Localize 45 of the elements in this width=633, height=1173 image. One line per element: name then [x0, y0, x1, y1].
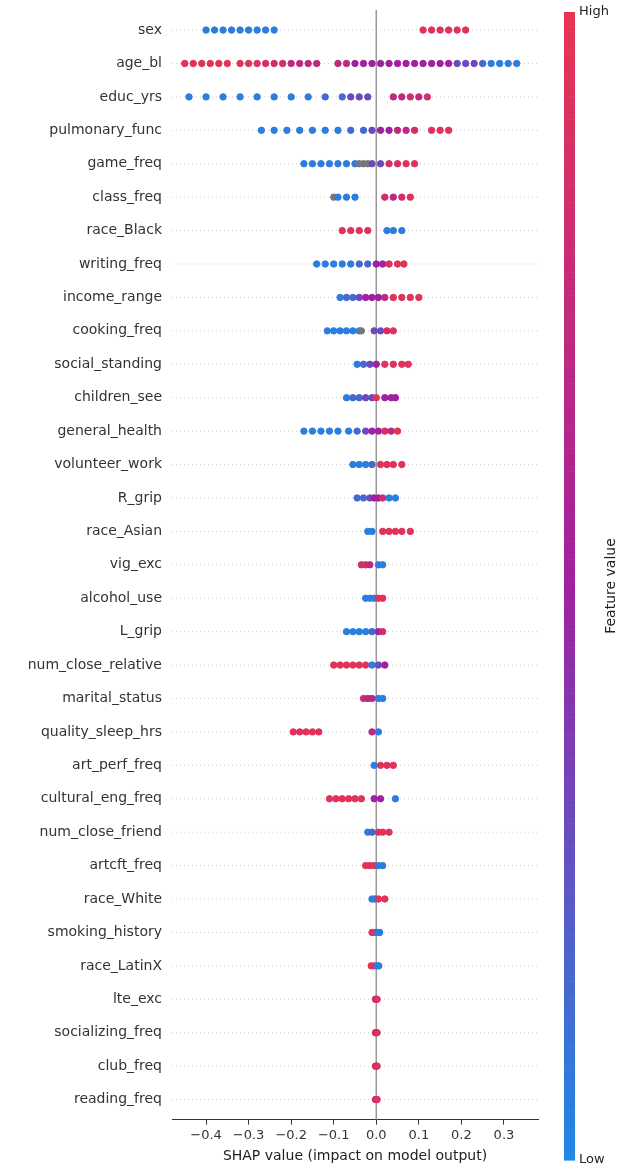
- y-tick-label: artcft_freq: [89, 856, 162, 873]
- x-tick-label: 0.1: [408, 1126, 430, 1142]
- y-tick-label: pulmonary_func: [49, 120, 162, 137]
- y-tick-label: R_grip: [117, 488, 163, 505]
- y-tick-label: num_close_friend: [39, 822, 162, 839]
- y-tick-label: age_bl: [116, 54, 162, 71]
- y-tick-label: volunteer_work: [54, 455, 163, 472]
- y-tick-label: social_standing: [54, 354, 162, 371]
- y-tick-label: race_White: [83, 889, 162, 906]
- y-tick-label: writing_freq: [78, 254, 162, 271]
- y-tick-label: art_perf_freq: [72, 755, 162, 772]
- y-tick-label: lte_exc: [112, 989, 162, 1006]
- x-tick-label: 0.3: [493, 1126, 515, 1142]
- color-bar-title: Feature value: [601, 538, 618, 634]
- y-tick-label: marital_status: [62, 689, 162, 706]
- y-tick-label: income_range: [63, 288, 162, 305]
- y-tick-label: race_Black: [86, 221, 163, 238]
- y-tick-label: num_close_relative: [27, 655, 162, 672]
- x-tick-label: −0.4: [190, 1126, 222, 1142]
- x-tick-label: −0.1: [317, 1126, 350, 1142]
- x-tick-label: −0.2: [275, 1126, 307, 1142]
- y-tick-label: cultural_eng_freq: [40, 789, 162, 806]
- y-tick-label: alcohol_use: [80, 588, 162, 605]
- y-tick-label: cooking_freq: [72, 321, 162, 338]
- y-tick-label: sex: [138, 20, 162, 37]
- color-bar-label: High: [579, 3, 609, 19]
- y-tick-label: L_grip: [119, 622, 163, 639]
- y-tick-label: club_freq: [97, 1056, 162, 1073]
- y-tick-label: game_freq: [87, 154, 162, 171]
- x-tick-label: 0.2: [451, 1126, 472, 1142]
- y-tick-label: quality_sleep_hrs: [40, 722, 162, 739]
- y-tick-label: general_health: [57, 421, 162, 438]
- color-bar-label: Low: [579, 1151, 605, 1167]
- y-tick-label: race_LatinX: [80, 956, 163, 973]
- y-tick-label: socializing_freq: [54, 1023, 162, 1040]
- x-tick-label: −0.3: [232, 1126, 265, 1142]
- y-tick-label: vig_exc: [109, 555, 162, 572]
- y-tick-label: educ_yrs: [99, 87, 162, 104]
- y-tick-label: class_freq: [92, 187, 162, 204]
- y-tick-label: reading_freq: [73, 1090, 162, 1107]
- y-tick-label: children_see: [74, 388, 162, 405]
- x-tick-label: 0.0: [365, 1126, 387, 1142]
- x-axis-title: SHAP value (impact on model output): [222, 1147, 488, 1164]
- y-tick-label: smoking_history: [47, 923, 162, 940]
- y-tick-label: race_Asian: [86, 522, 162, 539]
